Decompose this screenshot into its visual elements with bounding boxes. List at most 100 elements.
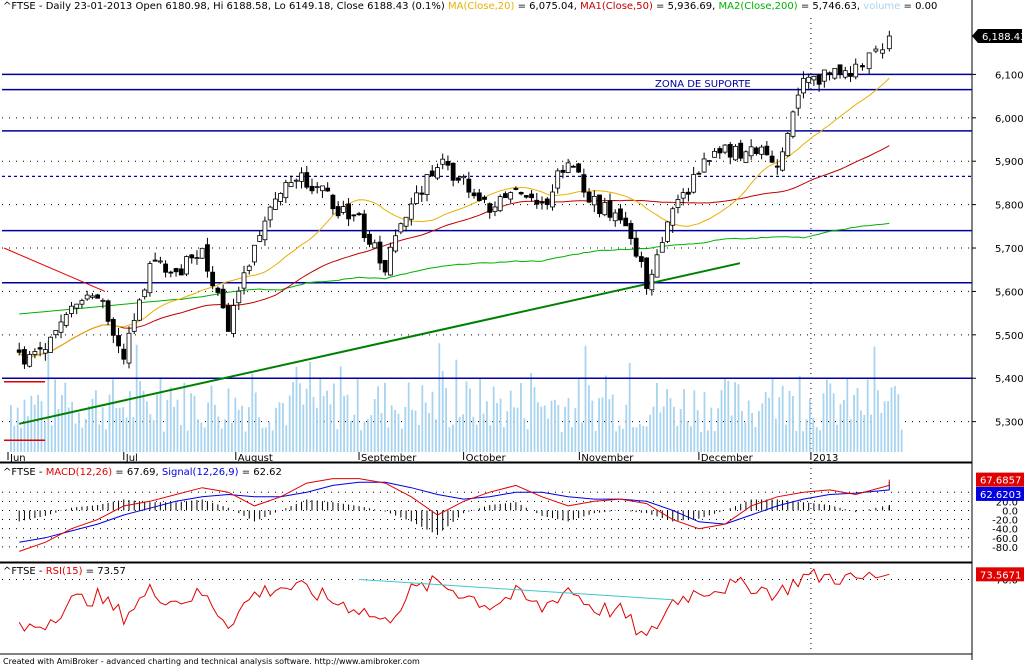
candle-body xyxy=(79,300,85,305)
candle-body xyxy=(74,303,80,309)
candle-body xyxy=(37,347,43,350)
candle-body xyxy=(539,201,545,204)
macd-tick-label: 20.0 xyxy=(996,497,1018,508)
volume-legend-value: = 0.00 xyxy=(900,1,938,12)
candle-body xyxy=(701,158,707,173)
volume-bar xyxy=(322,396,325,452)
candle-body xyxy=(873,48,879,52)
candle-body xyxy=(304,172,310,188)
volume-bar xyxy=(152,420,155,452)
volume-bar xyxy=(261,427,264,452)
volume-bar xyxy=(37,395,39,452)
ma20-legend-value: = 6,075.04, xyxy=(514,1,577,12)
x-tick-label: Jun xyxy=(9,453,26,464)
candle-body xyxy=(586,191,592,203)
volume-bar xyxy=(265,427,267,452)
candle-body xyxy=(194,257,200,260)
volume-bar xyxy=(526,429,529,452)
candle-body xyxy=(612,212,618,222)
volume-bar xyxy=(288,395,291,452)
volume-bar xyxy=(554,399,556,452)
last-price-label: 6,188.43 xyxy=(982,32,1024,43)
volume-bar xyxy=(64,382,67,452)
volume-bar xyxy=(887,401,889,452)
volume-bar xyxy=(642,425,645,452)
candle-body xyxy=(686,191,691,195)
volume-bar xyxy=(537,402,539,452)
volume-bar xyxy=(601,397,604,452)
candle-body xyxy=(602,202,608,216)
volume-bar xyxy=(669,398,672,452)
rsi-legend-label: RSI(15) xyxy=(45,566,83,577)
candle-body xyxy=(414,192,419,204)
candle-body xyxy=(210,271,216,287)
rsi-value-tag xyxy=(976,567,1024,582)
volume-bar xyxy=(520,383,522,452)
volume-bar xyxy=(214,404,216,452)
volume-bar xyxy=(598,398,600,452)
volume-bar xyxy=(839,404,842,452)
volume-bar xyxy=(713,431,716,452)
candle-body xyxy=(607,200,613,218)
candle-body xyxy=(853,63,859,78)
volume-bar xyxy=(329,404,332,452)
volume-bar xyxy=(894,386,896,452)
volume-bar xyxy=(897,394,900,452)
macd-tick-label: -60.0 xyxy=(992,534,1018,545)
candle-body xyxy=(482,196,487,200)
candle-body xyxy=(335,206,341,217)
candle-body xyxy=(743,151,749,163)
volume-bar xyxy=(176,399,179,452)
candle-body xyxy=(727,144,733,158)
volume-bar xyxy=(659,412,662,452)
candle-body xyxy=(880,49,886,54)
volume-bar xyxy=(530,372,532,452)
volume-bar xyxy=(173,406,175,452)
volume-bar xyxy=(370,415,373,452)
volume-bar xyxy=(591,400,594,452)
volume-bar xyxy=(696,410,699,452)
candle-body xyxy=(89,295,95,298)
volume-bar xyxy=(336,429,339,452)
volume-bar xyxy=(360,430,362,452)
volume-bar xyxy=(166,399,169,452)
macd-tick-label: -20.0 xyxy=(992,516,1018,527)
volume-bar xyxy=(883,401,886,452)
candle-body xyxy=(388,246,393,276)
candle-body xyxy=(63,314,69,326)
volume-bar xyxy=(237,409,240,452)
volume-bar xyxy=(316,407,318,452)
volume-bar xyxy=(547,418,549,452)
candle-body xyxy=(42,349,48,354)
volume-bar xyxy=(724,378,726,452)
volume-bar xyxy=(241,405,243,452)
volume-bar xyxy=(673,406,675,452)
volume-bar xyxy=(98,424,101,452)
candle-body xyxy=(163,263,168,273)
x-tick-label: Jul xyxy=(125,453,138,464)
candle-body xyxy=(32,351,38,355)
volume-bar xyxy=(30,395,33,452)
candle-body xyxy=(696,172,702,175)
volume-bar xyxy=(775,418,777,452)
volume-bar xyxy=(853,394,855,452)
candle-body xyxy=(633,237,639,257)
volume-bar xyxy=(295,366,298,452)
ma20-legend-label: MA(Close,20) xyxy=(448,1,515,12)
volume-bar xyxy=(639,423,641,452)
candle-body xyxy=(790,111,796,137)
volume-bar xyxy=(411,409,413,452)
volume-bar xyxy=(268,421,271,452)
volume-bar xyxy=(346,394,349,452)
volume-bar xyxy=(822,393,825,452)
candle-body xyxy=(445,161,451,166)
candle-body xyxy=(299,172,304,182)
volume-bar xyxy=(108,394,111,452)
volume-bar xyxy=(676,426,679,452)
volume-bar xyxy=(356,379,359,452)
candle-body xyxy=(842,70,848,78)
volume-bar xyxy=(622,428,624,452)
volume-bar xyxy=(339,366,342,452)
volume-bar xyxy=(149,414,152,452)
candle-body xyxy=(450,162,456,181)
